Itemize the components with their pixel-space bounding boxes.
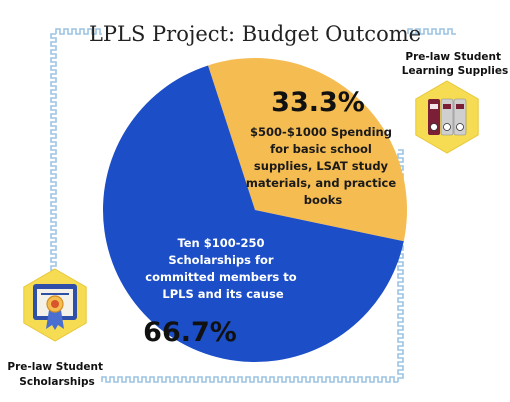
binder-1-label (430, 104, 438, 109)
binder-3-ring (456, 123, 464, 131)
slice-label-scholarships-line-1: Ten $100-250 (177, 236, 264, 250)
slice-label-supplies-line-1: $500-$1000 Spending (250, 125, 392, 139)
scholarships-icon-label: Pre-law Student Scholarships (7, 361, 106, 388)
slice-label-supplies-line-2: for basic school (270, 142, 372, 156)
percent-label-supplies: 33.3% (271, 87, 365, 118)
percent-label-scholarships: 66.7% (143, 317, 237, 348)
frame-left (50, 33, 57, 282)
slice-label-scholarships-line-2: Scholarships for (168, 253, 274, 267)
supplies-icon-label-line-2: Learning Supplies (402, 65, 508, 77)
scholarships-icon-label-line-2: Scholarships (19, 376, 94, 388)
binders-icon (415, 80, 479, 154)
supplies-icon-label: Pre-law Student Learning Supplies (402, 51, 508, 77)
slice-label-scholarships-line-4: LPLS and its cause (162, 287, 283, 301)
pie-slice-supplies (208, 58, 407, 242)
binder-3-label (456, 104, 464, 109)
scholarships-icon-label-line-1: Pre-law Student (7, 361, 103, 373)
certificate-ribbon-icon (23, 268, 87, 342)
binder-1-ring (430, 123, 438, 131)
binder-2-ring (443, 123, 451, 131)
slice-label-supplies: $500-$1000 Spending for basic school sup… (246, 125, 400, 207)
ribbon-right (54, 310, 64, 330)
medal-center (51, 300, 59, 308)
slice-label-scholarships-line-3: committed members to (145, 270, 296, 284)
frame-top-left (55, 28, 102, 35)
frame-bottom (101, 376, 398, 383)
slice-label-scholarships: Ten $100-250 Scholarships for committed … (145, 236, 300, 301)
frame-top-right (407, 28, 456, 35)
slice-label-supplies-line-3: supplies, LSAT study (254, 159, 389, 173)
pie-slice-scholarships (102, 65, 404, 363)
chart-title: LPLS Project: Budget Outcome (89, 22, 421, 46)
pie-chart (102, 58, 407, 363)
slice-label-supplies-line-5: books (304, 193, 343, 207)
ribbon-left (46, 310, 56, 330)
supplies-icon-label-line-1: Pre-law Student (405, 51, 501, 63)
slice-label-supplies-line-4: materials, and practice (246, 176, 396, 190)
binder-2-label (443, 104, 451, 109)
